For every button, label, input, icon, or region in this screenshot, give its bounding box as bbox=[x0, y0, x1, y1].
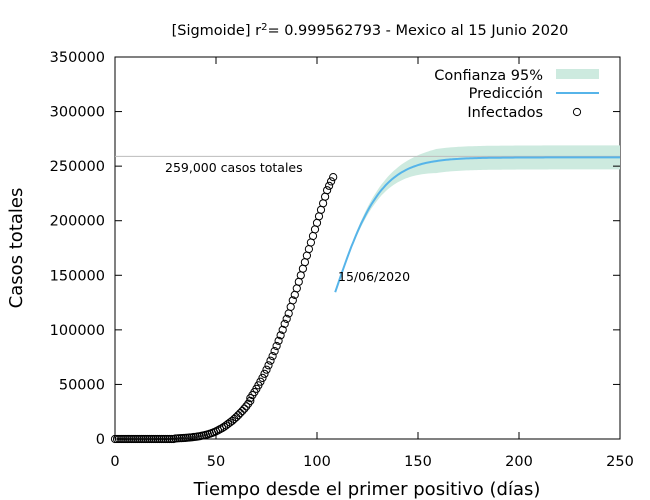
y-tick-label: 100000 bbox=[50, 323, 105, 339]
reference-line-label: 259,000 casos totales bbox=[165, 160, 303, 175]
plot-frame bbox=[114, 56, 621, 440]
infected-point bbox=[236, 409, 245, 418]
infected-point bbox=[165, 434, 174, 444]
infected-point bbox=[127, 434, 136, 444]
prediction-layer bbox=[334, 156, 620, 293]
infected-point bbox=[143, 434, 152, 444]
legend-swatch-infected bbox=[572, 107, 582, 117]
y-tick-label: 0 bbox=[96, 432, 105, 448]
infected-point bbox=[288, 296, 297, 305]
infected-point bbox=[327, 177, 336, 186]
confidence-band bbox=[335, 145, 620, 293]
x-axis-label: Tiempo desde el primer positivo (días) bbox=[193, 479, 541, 500]
infected-point bbox=[319, 199, 328, 208]
infected-point bbox=[149, 434, 158, 444]
infected-point bbox=[215, 425, 225, 434]
infected-point bbox=[308, 231, 318, 241]
confidence-band-layer bbox=[335, 145, 620, 293]
date-annotation: 15/06/2020 bbox=[338, 269, 410, 284]
infected-point bbox=[163, 434, 172, 444]
infected-point bbox=[145, 434, 154, 444]
y-tick-label: 150000 bbox=[50, 268, 105, 284]
infected-point bbox=[329, 173, 338, 182]
legend-label-infected: Infectados bbox=[467, 105, 543, 121]
infected-point bbox=[323, 186, 332, 195]
x-tick-label: 50 bbox=[207, 454, 225, 470]
infected-point bbox=[282, 314, 291, 323]
prediction-line bbox=[334, 156, 620, 293]
legend-label-prediction: Predicción bbox=[469, 86, 543, 102]
x-tick-label: 0 bbox=[110, 454, 119, 470]
infected-point bbox=[125, 434, 134, 444]
infected-point bbox=[260, 369, 269, 378]
infected-point bbox=[304, 245, 313, 254]
infected-point bbox=[278, 325, 287, 334]
x-tick-label: 100 bbox=[303, 454, 331, 470]
infected-point bbox=[234, 411, 243, 420]
infected-point bbox=[325, 181, 334, 190]
infected-point bbox=[262, 365, 271, 374]
chart-title: [Sigmoide] r2= 0.999562793 - Mexico al 1… bbox=[172, 22, 569, 40]
infected-point bbox=[280, 319, 289, 328]
infected-point bbox=[159, 434, 168, 444]
legend-label-confidence: Confianza 95% bbox=[434, 68, 543, 84]
infected-point bbox=[151, 434, 160, 444]
infected-point bbox=[274, 336, 283, 345]
infected-point bbox=[137, 434, 146, 444]
infected-point bbox=[276, 331, 285, 340]
x-tick-label: 250 bbox=[606, 454, 634, 470]
y-tick-label: 200000 bbox=[50, 214, 105, 230]
infected-point bbox=[246, 396, 255, 405]
infected-point bbox=[155, 434, 164, 444]
infected-point bbox=[296, 271, 305, 280]
y-tick-label: 50000 bbox=[59, 377, 105, 393]
infected-point bbox=[213, 426, 223, 435]
infected-point bbox=[300, 258, 309, 267]
infected-point bbox=[312, 218, 322, 227]
legend: Confianza 95% Predicción Infectados bbox=[434, 68, 599, 121]
infected-point bbox=[240, 404, 249, 413]
infected-point bbox=[131, 434, 140, 444]
infected-point bbox=[161, 434, 170, 444]
y-tick-label: 250000 bbox=[50, 159, 105, 175]
infected-point bbox=[129, 434, 138, 444]
infected-point bbox=[133, 434, 142, 444]
infected-point bbox=[292, 284, 301, 293]
infected-point bbox=[157, 434, 166, 444]
y-tick-label: 300000 bbox=[50, 105, 105, 121]
infected-point bbox=[242, 402, 251, 411]
infected-point bbox=[141, 434, 150, 444]
infected-point bbox=[238, 406, 247, 416]
infected-point bbox=[153, 434, 162, 444]
legend-swatch-confidence bbox=[556, 69, 599, 79]
infected-point bbox=[147, 434, 156, 444]
infected-point bbox=[139, 434, 148, 444]
infected-point bbox=[167, 434, 176, 444]
infected-point bbox=[264, 361, 273, 370]
infected-point bbox=[123, 434, 132, 444]
x-tick-label: 200 bbox=[505, 454, 533, 470]
infected-point bbox=[270, 347, 279, 356]
y-axis-label: Casos totales bbox=[6, 188, 27, 309]
infected-points-layer bbox=[110, 173, 338, 444]
axes-layer: 0 50 100 150 200 250 0 50000 100000 150000 200000 2… bbox=[50, 50, 634, 470]
x-tick-label: 150 bbox=[404, 454, 432, 470]
infected-point bbox=[258, 373, 267, 382]
infected-point bbox=[272, 341, 281, 351]
infected-point bbox=[135, 434, 144, 444]
infected-point bbox=[244, 399, 253, 408]
infected-point bbox=[266, 356, 275, 365]
infected-point bbox=[268, 352, 277, 361]
y-tick-label: 350000 bbox=[50, 50, 105, 66]
